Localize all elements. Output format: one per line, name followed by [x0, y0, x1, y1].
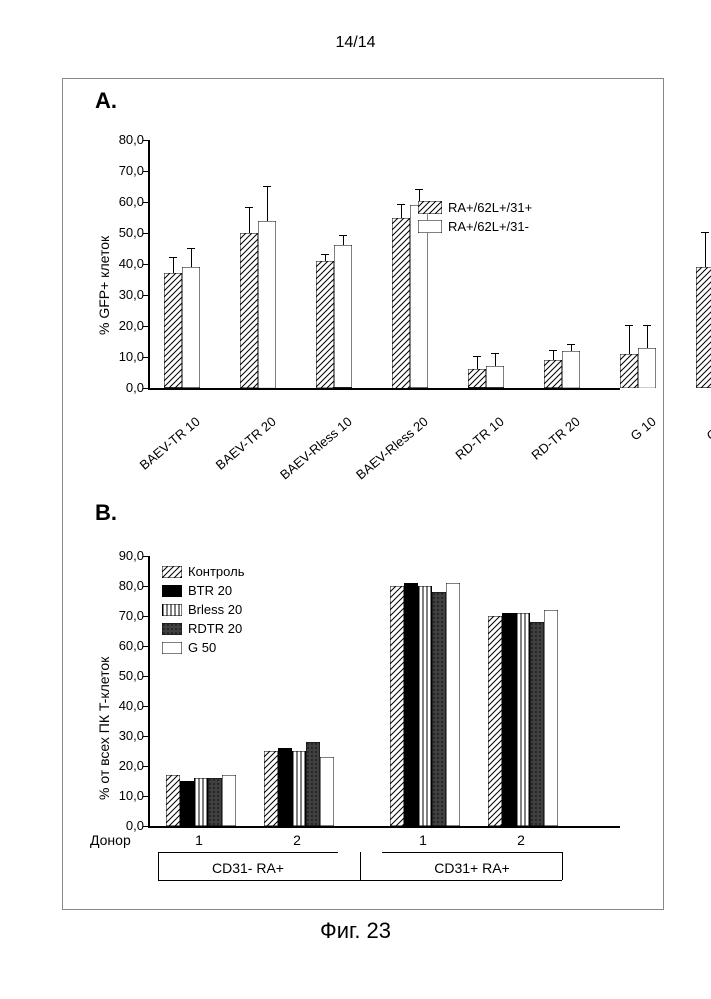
chart-b-bar [222, 775, 236, 826]
chart-b-donor-id: 1 [411, 832, 435, 848]
chart-b-bar [488, 616, 502, 826]
chart-a-ytick: 70,0 [104, 163, 144, 178]
chart-b-ytick: 40,0 [104, 698, 144, 713]
chart-b-bar [390, 586, 404, 826]
chart-b-group-label: CD31+ RA+ [388, 860, 556, 876]
chart-b-bar [320, 757, 334, 826]
chart-b-legend: КонтрольBTR 20Brless 20RDTR 20G 50 [162, 564, 244, 659]
chart-b-bar [502, 613, 516, 826]
chart-a-ytick: 0,0 [104, 380, 144, 395]
chart-b-donor-id: 2 [285, 832, 309, 848]
chart-a-bar [334, 245, 352, 388]
chart-a-bar [468, 369, 486, 388]
chart-a-bar [696, 267, 711, 388]
page-number: 14/14 [0, 34, 711, 52]
chart-a-bar [638, 348, 656, 388]
chart-a-ytick: 30,0 [104, 287, 144, 302]
chart-a-bar [240, 233, 258, 388]
chart-a-bar [182, 267, 200, 388]
chart-b-bar [306, 742, 320, 826]
chart-b-bar [208, 778, 222, 826]
chart-b-bar [166, 775, 180, 826]
chart-b-bar [530, 622, 544, 826]
chart-a-ytick: 40,0 [104, 256, 144, 271]
chart-a-bar [562, 351, 580, 388]
chart-a-bar [316, 261, 334, 388]
chart-b-ytick: 70,0 [104, 608, 144, 623]
chart-b-bar [404, 583, 418, 826]
chart-b-bar [194, 778, 208, 826]
chart-b-bar [292, 751, 306, 826]
chart-a-ytick: 80,0 [104, 132, 144, 147]
panel-a-label: A. [95, 88, 117, 114]
chart-b-group-label: CD31- RA+ [164, 860, 332, 876]
figure-caption: Фиг. 23 [0, 918, 711, 944]
chart-b-ytick: 50,0 [104, 668, 144, 683]
chart-b-ytick: 60,0 [104, 638, 144, 653]
chart-a-bar [392, 218, 410, 389]
chart-a-bar [544, 360, 562, 388]
chart-a-ytick: 10,0 [104, 349, 144, 364]
chart-a-ytick: 20,0 [104, 318, 144, 333]
donor-label: Донор [90, 832, 131, 848]
chart-b-bar [180, 781, 194, 826]
chart-b-bar [264, 751, 278, 826]
chart-a [148, 140, 620, 390]
chart-a-bar [620, 354, 638, 388]
chart-a-bar [486, 366, 504, 388]
chart-b-ytick: 90,0 [104, 548, 144, 563]
panel-b-label: B. [95, 500, 117, 526]
chart-b-ytick: 30,0 [104, 728, 144, 743]
chart-b-ytick: 10,0 [104, 788, 144, 803]
chart-b-donor-id: 2 [509, 832, 533, 848]
chart-b-bar [516, 613, 530, 826]
chart-a-legend: RA+/62L+/31+RA+/62L+/31- [418, 200, 532, 238]
chart-a-bar [164, 273, 182, 388]
chart-b-bar [278, 748, 292, 826]
chart-b-bar [544, 610, 558, 826]
chart-b-ytick: 80,0 [104, 578, 144, 593]
chart-b-bar [432, 592, 446, 826]
chart-b-bar [446, 583, 460, 826]
chart-a-ytick: 60,0 [104, 194, 144, 209]
chart-b-ytick: 0,0 [104, 818, 144, 833]
chart-b-ytick: 20,0 [104, 758, 144, 773]
chart-b-donor-id: 1 [187, 832, 211, 848]
chart-b-bar [418, 586, 432, 826]
chart-a-ytick: 50,0 [104, 225, 144, 240]
chart-a-bar [258, 221, 276, 388]
